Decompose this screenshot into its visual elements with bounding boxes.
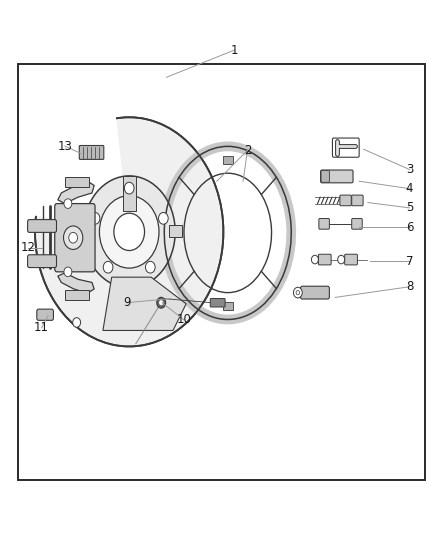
Text: 11: 11 xyxy=(34,321,49,334)
FancyBboxPatch shape xyxy=(352,195,363,206)
FancyBboxPatch shape xyxy=(55,204,95,272)
Text: 12: 12 xyxy=(21,241,36,254)
FancyBboxPatch shape xyxy=(340,195,351,206)
Polygon shape xyxy=(103,277,186,330)
Circle shape xyxy=(159,213,168,224)
Bar xyxy=(223,302,233,310)
FancyBboxPatch shape xyxy=(319,219,329,229)
Bar xyxy=(223,156,233,164)
Bar xyxy=(65,290,89,300)
Text: 8: 8 xyxy=(406,280,413,293)
Bar xyxy=(123,176,136,211)
Circle shape xyxy=(64,226,83,249)
Text: 9: 9 xyxy=(123,296,131,309)
FancyBboxPatch shape xyxy=(300,286,329,299)
FancyBboxPatch shape xyxy=(352,219,362,229)
Text: 6: 6 xyxy=(406,221,413,233)
Bar xyxy=(18,64,425,480)
Circle shape xyxy=(338,255,345,264)
Circle shape xyxy=(145,261,155,273)
Circle shape xyxy=(73,318,81,327)
FancyBboxPatch shape xyxy=(345,254,357,265)
FancyBboxPatch shape xyxy=(79,146,104,159)
Text: 1: 1 xyxy=(230,44,238,56)
Circle shape xyxy=(83,176,175,288)
Polygon shape xyxy=(58,181,94,204)
Circle shape xyxy=(311,255,318,264)
Circle shape xyxy=(114,213,145,251)
FancyBboxPatch shape xyxy=(210,298,225,307)
Circle shape xyxy=(293,287,302,298)
FancyBboxPatch shape xyxy=(321,171,329,182)
Bar xyxy=(65,177,89,187)
Circle shape xyxy=(68,254,76,263)
Circle shape xyxy=(90,213,100,224)
FancyBboxPatch shape xyxy=(318,254,331,265)
Polygon shape xyxy=(58,273,94,293)
FancyBboxPatch shape xyxy=(37,309,53,320)
Circle shape xyxy=(99,196,159,268)
Circle shape xyxy=(103,261,113,273)
Text: 7: 7 xyxy=(406,255,413,268)
Text: 4: 4 xyxy=(406,182,413,195)
Text: 2: 2 xyxy=(244,144,251,157)
Text: 10: 10 xyxy=(177,313,191,326)
Circle shape xyxy=(296,290,300,295)
Circle shape xyxy=(64,199,72,208)
Circle shape xyxy=(159,301,163,305)
FancyBboxPatch shape xyxy=(28,220,57,232)
Text: 13: 13 xyxy=(57,140,72,152)
Text: 5: 5 xyxy=(406,201,413,214)
FancyBboxPatch shape xyxy=(321,170,353,183)
Bar xyxy=(169,225,182,237)
Circle shape xyxy=(69,232,78,243)
FancyBboxPatch shape xyxy=(28,255,57,268)
Wedge shape xyxy=(34,116,129,232)
Circle shape xyxy=(157,297,166,308)
Text: 3: 3 xyxy=(406,163,413,176)
Circle shape xyxy=(35,117,223,346)
Circle shape xyxy=(124,182,134,194)
Circle shape xyxy=(64,267,72,277)
